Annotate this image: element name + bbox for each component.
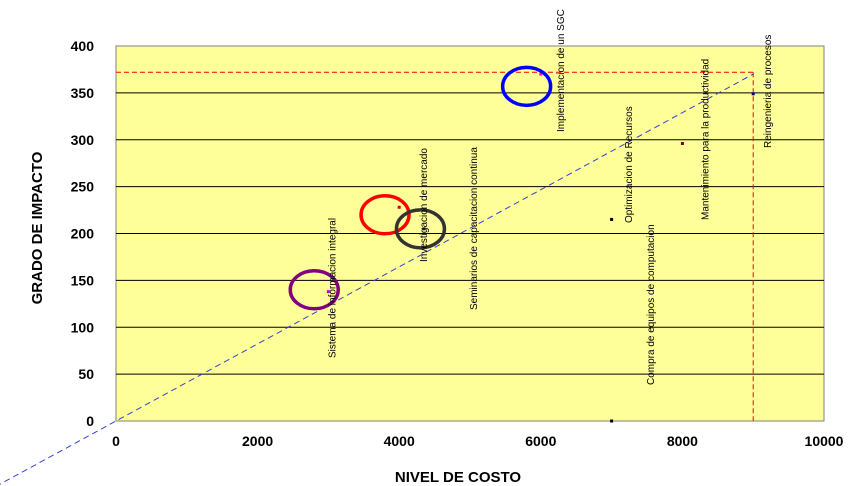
- highlight-circle: [359, 194, 411, 236]
- data-point: [680, 142, 684, 145]
- point-label: Mantenimiento para la productividad: [700, 59, 711, 220]
- point-label: Compra de equipos de computacion: [646, 224, 657, 385]
- y-tick-label: 100: [71, 319, 95, 335]
- point-label: Seminarios de capacitacion continua: [469, 147, 480, 310]
- y-tick-label: 0: [86, 413, 94, 429]
- y-tick-label: 350: [71, 85, 95, 101]
- gridlines: [116, 92, 824, 375]
- y-tick-label: 300: [71, 132, 95, 148]
- y-tick-label: 200: [71, 226, 95, 242]
- point-label: Reingenieria de procesos: [763, 35, 774, 148]
- x-tick-label: 8000: [667, 433, 698, 449]
- y-axis-title: GRADO DE IMPACTO: [29, 151, 46, 304]
- y-tick-label: 50: [78, 366, 94, 382]
- data-point: [539, 72, 543, 76]
- y-tick-labels: 0 50 100 150 200 250 300 350 400: [71, 38, 95, 429]
- trend-line: [0, 73, 754, 485]
- reference-lines: [116, 71, 754, 421]
- x-tick-labels: 0 2000 4000 6000 8000 10000: [112, 433, 844, 449]
- data-point: [422, 227, 426, 231]
- y-tick-label: 400: [71, 38, 95, 54]
- data-point: [397, 205, 401, 209]
- y-tick-label: 250: [71, 179, 95, 195]
- x-tick-label: 6000: [525, 433, 556, 449]
- trend-line-segment: [0, 73, 754, 485]
- data-point: [610, 419, 614, 423]
- x-tick-label: 10000: [805, 433, 844, 449]
- data-point: [326, 290, 330, 294]
- data-points: [326, 72, 755, 423]
- highlight-circle: [500, 65, 553, 108]
- highlight-circles: [288, 65, 553, 311]
- x-tick-label: 2000: [242, 433, 273, 449]
- point-label: Sistema de informacion integral: [327, 218, 338, 358]
- x-axis-title: NIVEL DE COSTO: [395, 469, 521, 486]
- point-labels: Sistema de informacion integral Investiga…: [327, 9, 774, 385]
- point-label: Optimizacion de Recursos: [624, 106, 635, 223]
- x-tick-label: 0: [112, 433, 120, 449]
- point-label: Investigacion de mercado: [419, 148, 430, 262]
- point-label: Implementacion de un SGC: [556, 9, 567, 132]
- data-point: [610, 217, 614, 221]
- y-tick-label: 150: [71, 272, 95, 288]
- highlight-circle: [394, 208, 447, 250]
- data-point: [751, 92, 755, 96]
- highlight-circle: [288, 269, 340, 311]
- x-tick-label: 4000: [384, 433, 415, 449]
